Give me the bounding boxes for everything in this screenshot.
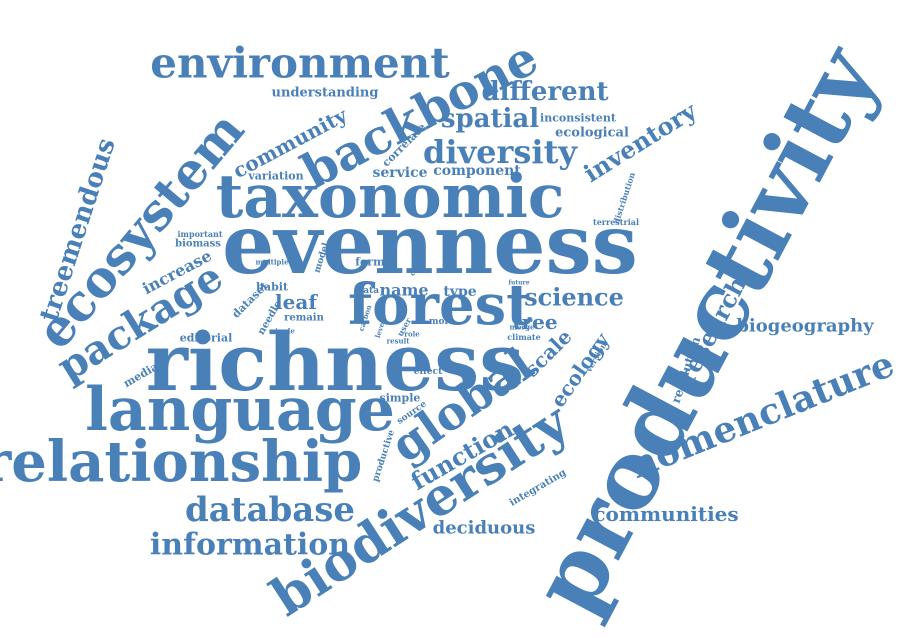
word-terrestrial: terrestrial	[593, 217, 639, 227]
word-habit: habit	[256, 281, 289, 294]
word-richness: richness	[146, 315, 525, 409]
word-science: science	[524, 283, 624, 312]
word-form: form	[355, 256, 385, 269]
word-more: more	[429, 317, 455, 327]
word-inventory: inventory	[578, 96, 702, 188]
word-type: type	[443, 284, 476, 300]
word-spatial: spatial	[441, 104, 539, 134]
word-taxonomic: taxonomic	[216, 162, 565, 232]
word-ecological: ecological	[555, 126, 629, 141]
word-variation: variation	[247, 170, 303, 183]
word-biogeography: biogeography	[736, 316, 874, 337]
word-service: service	[372, 165, 427, 181]
word-result: result	[386, 337, 410, 346]
word-multiple: multiple	[255, 258, 289, 267]
word-evenness: evenness	[222, 197, 638, 293]
word-name: name	[379, 281, 428, 300]
word-future: future	[508, 280, 529, 287]
word-climate: climate	[507, 332, 540, 342]
word-relationship: relationship	[0, 429, 362, 495]
word-language: language	[85, 375, 395, 445]
word-information: information	[150, 528, 350, 563]
word-data: data	[357, 286, 379, 296]
word-effect: effect	[414, 367, 443, 377]
word-remain: remain	[284, 313, 324, 324]
word-forest: forest	[348, 272, 532, 338]
word-database: database	[185, 490, 355, 530]
word-editorial: editorial	[180, 332, 233, 345]
word-biomass: biomass	[175, 239, 221, 250]
word-inconsistent: inconsistent	[540, 112, 617, 125]
word-important: important	[177, 229, 222, 239]
word-component: component	[433, 163, 521, 179]
word-diversity: diversity	[423, 133, 578, 171]
word-understanding: understanding	[272, 86, 379, 101]
word-role: role	[404, 330, 420, 339]
word-tree: tree	[512, 310, 557, 334]
word-environment: environment	[150, 39, 450, 88]
word-simple: simple	[380, 392, 421, 405]
word-communities: communities	[593, 502, 738, 526]
word-merge: merge	[510, 323, 535, 332]
word-different: different	[481, 77, 608, 107]
word-single: single	[271, 327, 295, 336]
word-deciduous: deciduous	[433, 518, 536, 539]
word-leaf: leaf	[275, 290, 318, 314]
